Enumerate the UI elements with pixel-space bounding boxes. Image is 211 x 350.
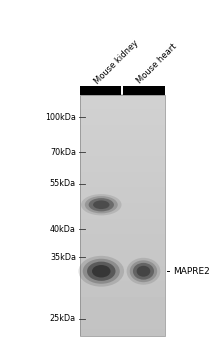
Text: 35kDa: 35kDa (50, 253, 76, 262)
Ellipse shape (137, 266, 150, 277)
Text: Mouse heart: Mouse heart (135, 42, 179, 86)
Ellipse shape (78, 256, 124, 287)
Ellipse shape (85, 196, 118, 214)
Ellipse shape (130, 260, 157, 282)
Ellipse shape (92, 265, 111, 278)
Text: 100kDa: 100kDa (45, 113, 76, 122)
Ellipse shape (133, 263, 154, 280)
Text: 70kDa: 70kDa (50, 148, 76, 157)
Bar (80, 94, 165, 336)
Ellipse shape (83, 259, 120, 284)
Ellipse shape (93, 201, 110, 209)
Text: 25kDa: 25kDa (50, 314, 76, 323)
Ellipse shape (127, 258, 160, 285)
Bar (123, 86, 165, 94)
Text: Mouse kidney: Mouse kidney (93, 38, 140, 86)
Ellipse shape (89, 198, 114, 211)
Text: MAPRE2: MAPRE2 (173, 267, 210, 276)
Ellipse shape (87, 262, 116, 281)
Ellipse shape (81, 194, 122, 215)
Text: 55kDa: 55kDa (50, 179, 76, 188)
Text: 40kDa: 40kDa (50, 225, 76, 234)
Bar (80, 86, 121, 94)
